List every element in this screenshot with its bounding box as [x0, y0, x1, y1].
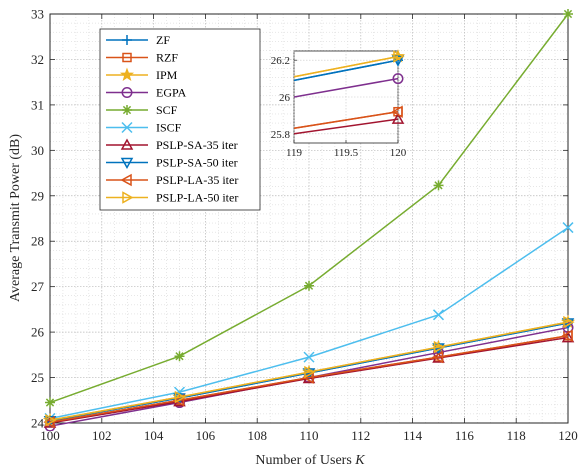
legend-item-pslp-sa-35-iter: PSLP-SA-35 iter	[106, 138, 238, 152]
x-tick-label: 118	[507, 428, 526, 443]
inset-series-line	[294, 55, 399, 78]
legend-marker	[121, 87, 133, 98]
data-point	[562, 222, 574, 234]
main-plot: 100 102 104 106 108 110 112 114 116 118 120 24 25 26 2…	[31, 7, 578, 444]
legend-marker	[120, 173, 132, 187]
inset-data-point	[392, 73, 404, 85]
x-tick-label: 120	[558, 428, 578, 443]
y-tick-label: 25	[31, 370, 44, 385]
y-axis-label: Average Transmit Power (dB)	[8, 134, 23, 302]
data-point	[303, 351, 315, 363]
legend-label: PSLP-LA-35 iter	[156, 173, 238, 187]
legend-label: PSLP-SA-50 iter	[156, 156, 238, 170]
inset-x-tick-label: 119	[286, 147, 303, 159]
legend-label: IPM	[156, 68, 178, 82]
y-tick-label: 30	[31, 143, 44, 158]
y-tick-label: 24	[31, 416, 45, 431]
data-point	[43, 415, 55, 429]
legend-item-pslp-sa-50-iter: PSLP-SA-50 iter	[106, 156, 238, 170]
legend-item-egpa: EGPA	[106, 86, 187, 100]
data-point	[304, 365, 316, 379]
inset-data-point	[391, 105, 403, 118]
inset-series-line	[294, 59, 399, 82]
x-tick-label: 114	[403, 428, 423, 443]
inset-x-tick-label: 120	[390, 147, 407, 159]
legend-marker	[120, 138, 134, 150]
legend-marker	[122, 191, 134, 204]
legend-item-scf: SCF	[106, 103, 178, 117]
data-point	[563, 315, 575, 329]
x-tick-label: 108	[247, 428, 267, 443]
y-tick-label: 28	[31, 234, 44, 249]
legend-marker	[122, 35, 132, 45]
inset-series-line	[294, 118, 399, 135]
legend-item-pslp-la-50-iter: PSLP-LA-50 iter	[106, 191, 238, 205]
inset-series-line	[294, 77, 399, 98]
data-point	[433, 180, 444, 191]
data-point	[174, 351, 185, 362]
data-point	[45, 413, 57, 427]
y-tick-label: 32	[31, 52, 44, 67]
data-point	[45, 397, 55, 408]
inset-series-line	[294, 110, 399, 130]
inset-series-pslp-la-50-iter	[294, 50, 405, 78]
inset-plot: 119 119.5 120 25.8 26 26.2	[271, 49, 407, 159]
x-tick-label: 110	[299, 428, 318, 443]
x-tick-label: 102	[92, 428, 112, 443]
y-tick-label: 29	[31, 188, 44, 203]
y-tick-label: 26	[31, 325, 45, 340]
inset-y-tick-label: 26	[279, 92, 291, 104]
inset-series-pslp-la-35-iter	[294, 105, 403, 130]
data-point	[431, 350, 444, 364]
x-tick-label: 112	[351, 428, 370, 443]
inset-series-egpa	[294, 73, 404, 98]
series-scf	[45, 9, 573, 408]
y-tick-label: 27	[31, 279, 45, 294]
legend-item-pslp-la-35-iter: PSLP-LA-35 iter	[106, 173, 238, 187]
legend-marker	[122, 52, 132, 63]
x-tick-label: 104	[144, 428, 164, 443]
series-line	[49, 335, 569, 423]
inset-x-tick-label: 119.5	[334, 147, 359, 159]
legend-item-iscf: ISCF	[106, 121, 182, 135]
legend-label: RZF	[156, 51, 178, 65]
legend-marker	[120, 157, 134, 170]
inset-series-pslp-sa-35-iter	[294, 112, 405, 135]
legend-marker	[121, 121, 133, 134]
legend-label: ISCF	[156, 121, 182, 135]
x-tick-label: 116	[455, 428, 475, 443]
inset-data-point	[393, 50, 405, 63]
legend: ZF RZF IPM EGPA SCF ISCF PSLP-SA-35 iter PSLP-S…	[99, 28, 261, 211]
inset-y-tick-label: 25.8	[271, 129, 291, 141]
legend-marker	[119, 67, 135, 82]
legend-item-rzf: RZF	[106, 51, 178, 65]
data-point	[304, 280, 314, 291]
data-point	[433, 340, 446, 354]
data-point	[563, 9, 573, 19]
legend-item-ipm: IPM	[106, 67, 178, 82]
y-tick-label: 31	[31, 97, 44, 112]
inset-data-point	[391, 112, 405, 124]
legend-marker	[122, 105, 132, 115]
data-point	[432, 309, 445, 321]
series-pslp-la-50-iter	[45, 315, 575, 427]
legend-label: SCF	[156, 103, 178, 117]
y-tick-label: 33	[31, 7, 44, 22]
legend-item-zf: ZF	[106, 33, 170, 47]
data-point	[561, 329, 573, 343]
legend-label: PSLP-LA-50 iter	[156, 191, 238, 205]
legend-label: EGPA	[156, 86, 187, 100]
x-tick-label: 100	[40, 428, 60, 443]
legend-label: PSLP-SA-35 iter	[156, 138, 238, 152]
x-axis-label: Number of Users K	[255, 453, 365, 468]
x-tick-label: 106	[196, 428, 216, 443]
inset-y-tick-label: 26.2	[271, 55, 290, 67]
series-line	[49, 321, 569, 422]
data-point	[174, 390, 187, 404]
legend-label: ZF	[156, 33, 170, 47]
